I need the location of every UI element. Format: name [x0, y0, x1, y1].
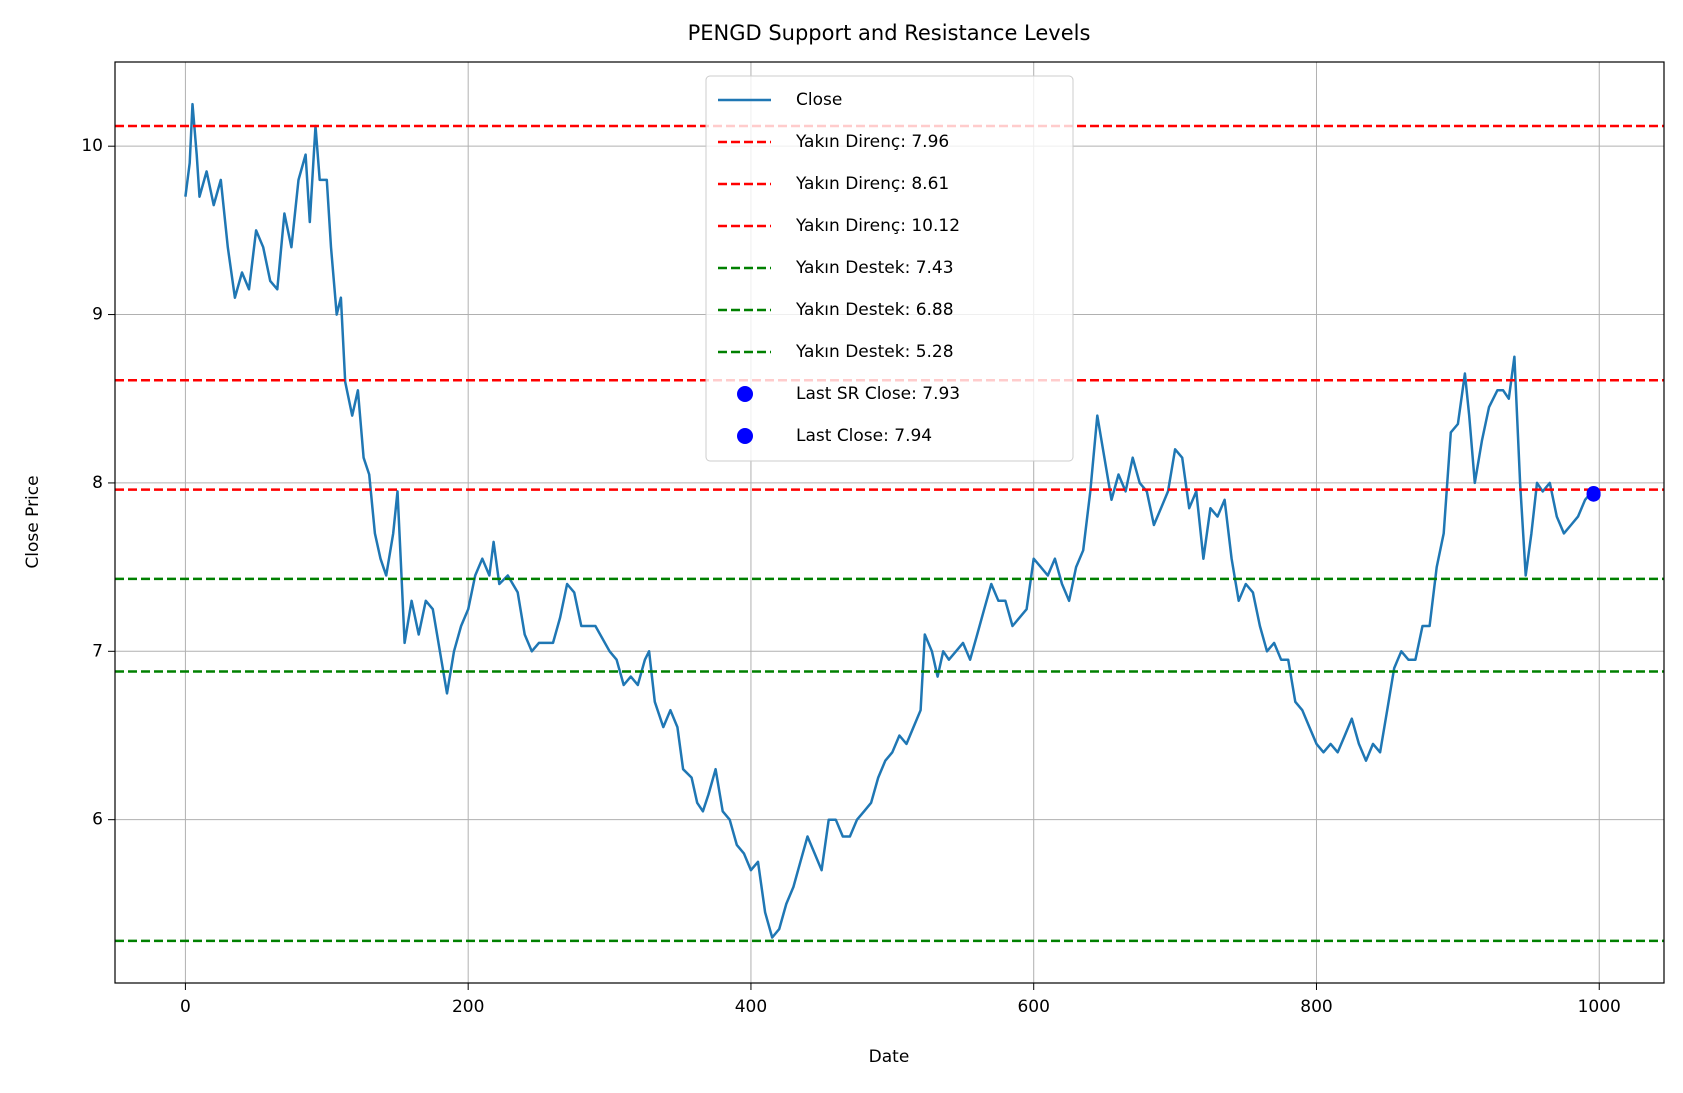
y-tick-label: 6	[92, 810, 103, 830]
y-tick-label: 10	[81, 136, 103, 156]
legend-label: Last SR Close: 7.93	[796, 384, 960, 404]
y-axis-label: Close Price	[23, 475, 43, 568]
y-tick-label: 7	[92, 641, 103, 661]
legend-label: Yakın Destek: 5.28	[795, 342, 954, 362]
last-point	[1586, 486, 1601, 501]
x-axis-label: Date	[869, 1047, 910, 1067]
legend: Close Yakın Direnç: 7.96 Yakın Direnç: 8.6…	[705, 75, 1074, 462]
x-tick-label: 1000	[1578, 997, 1621, 1017]
legend-label: Yakın Destek: 7.43	[795, 258, 954, 278]
plot-frame	[114, 61, 1665, 984]
y-tick-label: 8	[92, 473, 103, 493]
x-tick-label: 200	[452, 997, 484, 1017]
legend-label: Yakın Destek: 6.88	[795, 300, 954, 320]
chart-title: PENGD Support and Resistance Levels	[688, 21, 1091, 45]
legend-label: Last Close: 7.94	[796, 426, 932, 446]
y-tick-label: 9	[92, 305, 103, 325]
legend-marker	[737, 386, 753, 402]
x-tick-label: 800	[1300, 997, 1332, 1017]
x-tick-label: 600	[1017, 997, 1049, 1017]
x-tick-label: 400	[735, 997, 767, 1017]
price-line	[184, 102, 1595, 939]
legend-marker	[737, 428, 753, 444]
legend-label: Yakın Direnç: 8.61	[795, 174, 949, 194]
legend-label: Close	[796, 90, 842, 110]
legend-label: Yakın Direnç: 7.96	[795, 132, 949, 152]
legend-box	[705, 75, 1074, 462]
x-tick-label: 0	[180, 997, 191, 1017]
legend-label: Yakın Direnç: 10.12	[795, 216, 960, 236]
